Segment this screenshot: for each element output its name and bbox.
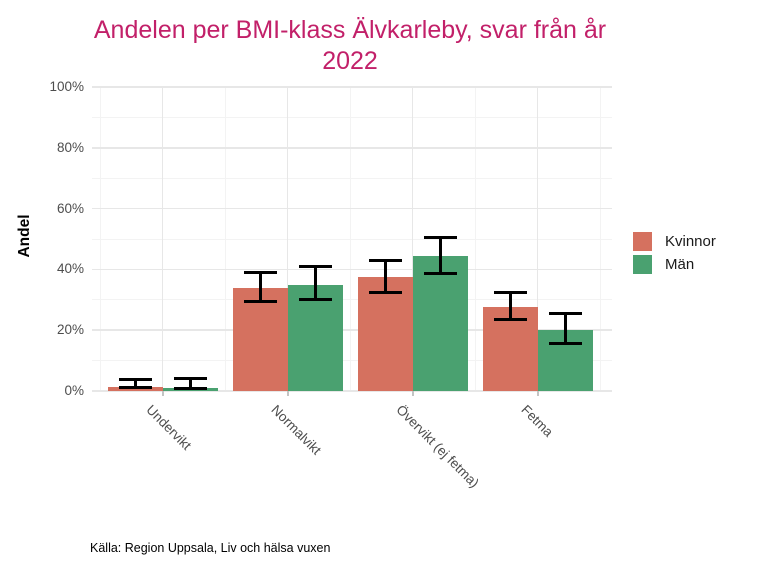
chart-title-line1: Andelen per BMI-klass Älvkarleby, svar f… [93, 16, 607, 44]
errorbar-stem [508, 290, 512, 322]
errorbar-cap-bottom [173, 386, 207, 390]
gridline-minor-horizontal [92, 360, 612, 362]
errorbar-cap-top [423, 236, 457, 240]
legend-item: Kvinnor [633, 232, 716, 251]
gridline-major-horizontal [92, 86, 612, 88]
y-tick-label: 20% [56, 322, 84, 338]
errorbar-cap-top [368, 259, 402, 263]
errorbar-cap-top [548, 311, 582, 315]
errorbar-cap-bottom [243, 299, 277, 303]
gridline-major-vertical [286, 87, 289, 391]
errorbar-stem [258, 270, 262, 303]
gridline-major-horizontal [92, 329, 612, 331]
y-tick-label: 100% [49, 79, 84, 94]
errorbar-cap-bottom [298, 298, 332, 302]
errorbar-cap-top [173, 377, 207, 381]
chart-title-line2: 2022 [322, 47, 378, 75]
errorbar-cap-bottom [118, 386, 152, 390]
gridline-minor-vertical [475, 87, 476, 391]
errorbar-cap-top [243, 270, 277, 274]
y-tick-label: 40% [56, 261, 84, 277]
bar-kvinnor-1 [232, 287, 288, 391]
gridline-minor-horizontal [92, 299, 612, 301]
y-tick-label: 80% [56, 139, 84, 155]
x-tick-mark [161, 391, 164, 396]
gridline-major-vertical [161, 87, 164, 391]
chart-title: Andelen per BMI-klass Älvkarleby, svar f… [50, 15, 650, 77]
errorbar-stem [438, 236, 442, 275]
errorbar-stem [383, 259, 387, 294]
x-tick-mark [536, 391, 539, 396]
y-tick-label: 60% [56, 200, 84, 216]
y-tick-label: 0% [64, 383, 84, 398]
x-tick-label: Undervikt [142, 402, 194, 453]
gridline-major-vertical [536, 87, 539, 391]
gridline-major-vertical [411, 87, 414, 391]
legend-label: Kvinnor [665, 233, 716, 250]
gridline-major-horizontal [92, 390, 612, 392]
legend-item: Män [633, 255, 716, 274]
bar-män-1 [287, 284, 343, 391]
gridline-minor-vertical [225, 87, 226, 391]
x-tick-label: Normalvikt [267, 402, 324, 458]
gridline-minor-horizontal [92, 116, 612, 118]
gridline-minor-horizontal [92, 177, 612, 179]
plot-panel [92, 86, 612, 392]
errorbar-cap-top [118, 377, 152, 381]
gridline-major-horizontal [92, 207, 612, 210]
gridline-major-horizontal [92, 268, 612, 271]
legend: Kvinnor Män [633, 232, 716, 278]
gridline-minor-horizontal [92, 238, 612, 240]
gridline-minor-vertical [600, 87, 601, 391]
x-tick-label: Fetma [517, 402, 556, 440]
gridline-minor-vertical [350, 87, 351, 391]
legend-label: Män [665, 256, 695, 273]
errorbar-stem [313, 264, 317, 302]
bar-kvinnor-2 [357, 277, 413, 391]
errorbar-cap-bottom [423, 271, 457, 275]
legend-swatch-män [633, 255, 652, 274]
x-tick-mark [286, 391, 289, 396]
x-tick-label: Övervikt (ej fetma) [392, 402, 482, 491]
y-axis-title: Andel [16, 214, 33, 258]
source-caption: Källa: Region Uppsala, Liv och hälsa vux… [90, 541, 331, 555]
errorbar-cap-top [493, 290, 527, 294]
errorbar-cap-top [298, 264, 332, 268]
bar-kvinnor-3 [482, 307, 538, 391]
gridline-major-horizontal [92, 147, 612, 149]
x-tick-mark [411, 391, 414, 396]
errorbar-cap-bottom [493, 318, 527, 322]
bar-män-2 [412, 256, 468, 391]
errorbar-stem [133, 377, 137, 390]
errorbar-cap-bottom [368, 290, 402, 294]
errorbar-stem [188, 377, 192, 390]
gridline-minor-vertical [100, 87, 101, 391]
errorbar-cap-bottom [548, 341, 582, 345]
legend-swatch-kvinnor [633, 232, 652, 251]
errorbar-stem [563, 311, 567, 345]
